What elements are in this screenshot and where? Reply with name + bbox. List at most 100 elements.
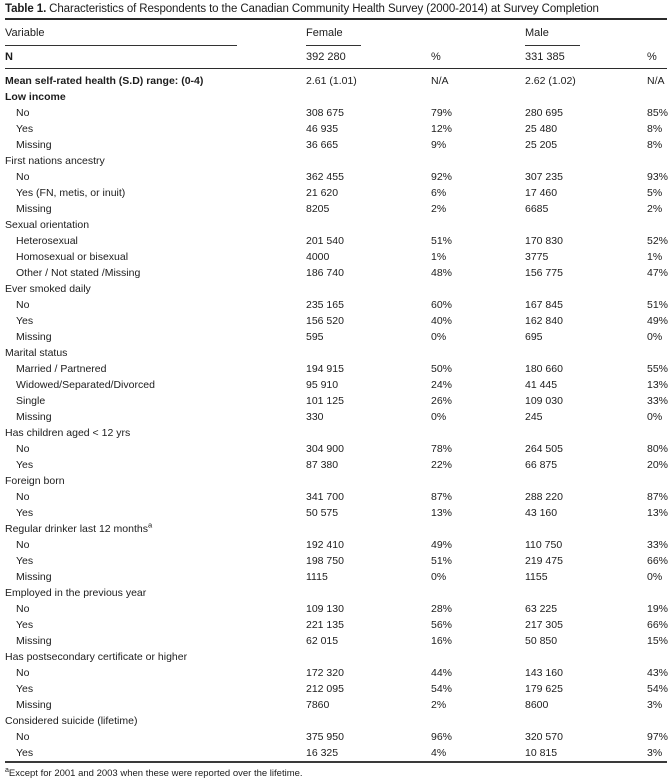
n-header-row: N 392 280 % 331 385 %	[5, 46, 667, 69]
table-number-label: Table 1.	[5, 3, 47, 15]
row-label-cell: Missing	[5, 201, 306, 217]
row-label: No	[16, 667, 30, 679]
female-n-value: 341 700	[306, 491, 344, 503]
female-n-value: 101 125	[306, 395, 344, 407]
male-percent-value: 87%	[647, 491, 669, 503]
row-label: Missing	[16, 411, 52, 423]
male-n-value	[525, 585, 647, 601]
female-percent-value: 51%	[431, 235, 453, 247]
table-row: Foreign born	[5, 473, 667, 489]
male-percent-value: 13%	[647, 379, 669, 391]
row-label-cell: Foreign born	[5, 473, 306, 489]
table-row: No 304 900 78% 264 505 80%	[5, 441, 668, 457]
male-n-value: 170 830	[525, 235, 563, 247]
male-n-value	[525, 425, 647, 441]
male-n-value: 10 815	[525, 747, 558, 759]
female-percent-value: 4%	[431, 747, 447, 759]
male-n-value	[525, 649, 647, 665]
female-percent-value: 51%	[431, 555, 453, 567]
male-percent-value	[647, 153, 667, 169]
female-percent-value: 1%	[431, 251, 447, 263]
footnote-marker: a	[5, 766, 9, 774]
table-row: Missing 330 0% 245 0%	[5, 409, 667, 425]
female-percent-value: 24%	[431, 379, 453, 391]
row-label: Missing	[16, 571, 52, 583]
row-label: Ever smoked daily	[5, 283, 91, 295]
male-n-value: 143 160	[525, 667, 563, 679]
female-percent-value: 79%	[431, 107, 453, 119]
table-row: Single 101 125 26% 109 030 33%	[5, 393, 668, 409]
row-label: Has postsecondary certificate or higher	[5, 651, 188, 663]
row-label-cell: Missing	[5, 409, 306, 425]
male-percent-value	[647, 89, 667, 105]
female-percent-value	[431, 521, 525, 537]
male-n-value	[525, 473, 647, 489]
male-header-cell: Male	[525, 19, 647, 46]
female-n-value: 8205	[306, 203, 330, 215]
female-n-value: 198 750	[306, 555, 344, 567]
female-n-value: 201 540	[306, 235, 344, 247]
female-percent-value: 78%	[431, 443, 453, 455]
male-percent-value: 3%	[647, 699, 663, 711]
male-n-value: 288 220	[525, 491, 563, 503]
female-percent-value: 50%	[431, 363, 453, 375]
row-label: Yes	[16, 459, 34, 471]
male-percent-value: 47%	[647, 267, 669, 279]
male-n-value: 217 305	[525, 619, 563, 631]
female-n-value: 221 135	[306, 619, 344, 631]
row-label-cell: Missing	[5, 137, 306, 153]
male-percent-value: 66%	[647, 619, 669, 631]
female-percent-value: 49%	[431, 539, 453, 551]
female-n-value: 172 320	[306, 667, 344, 679]
row-label: Heterosexual	[16, 235, 78, 247]
male-percent-value	[647, 649, 667, 665]
female-percent-value: 0%	[431, 571, 447, 583]
table-row: Yes 46 935 12% 25 480 8%	[5, 121, 667, 137]
footnote-text: Except for 2001 and 2003 when these were…	[8, 768, 303, 779]
row-footnote-marker: a	[148, 520, 153, 530]
female-percent-value: 44%	[431, 667, 453, 679]
row-label: Yes	[16, 315, 34, 327]
female-n-value	[306, 153, 431, 169]
female-percent-value: 60%	[431, 299, 453, 311]
female-header: Female	[306, 27, 343, 39]
female-n-value: 362 455	[306, 171, 344, 183]
row-label-cell: Homosexual or bisexual	[5, 249, 306, 265]
table-row: Yes 221 135 56% 217 305 66%	[5, 617, 669, 633]
row-label: Yes	[16, 555, 34, 567]
table-row: Yes (FN, metis, or inuit) 21 620 6% 17 4…	[5, 185, 667, 201]
female-n-value: 36 665	[306, 139, 339, 151]
female-n-value	[306, 473, 431, 489]
female-n-value: 156 520	[306, 315, 344, 327]
female-n-value	[306, 217, 431, 233]
row-label-cell: No	[5, 601, 306, 617]
row-label: Single	[16, 395, 46, 407]
row-label-cell: No	[5, 169, 306, 185]
female-n-value: 7860	[306, 699, 330, 711]
male-n-total: 331 385	[525, 46, 647, 69]
male-percent-value: 93%	[647, 171, 669, 183]
female-percent-value: 92%	[431, 171, 453, 183]
table-row: Other / Not stated /Missing 186 740 48% …	[5, 265, 669, 281]
table-row: Yes 16 325 4% 10 815 3%	[5, 745, 667, 762]
male-percent-value: 8%	[647, 123, 663, 135]
row-label-cell: Yes	[5, 553, 306, 569]
female-n-value: 2.61 (1.01)	[306, 75, 357, 87]
table-row: Employed in the previous year	[5, 585, 667, 601]
row-label: Missing	[16, 139, 52, 151]
male-percent-value: 66%	[647, 555, 669, 567]
male-n-value: 43 160	[525, 507, 558, 519]
row-label: Has children aged < 12 yrs	[5, 427, 131, 439]
female-percent-symbol: %	[431, 46, 525, 69]
female-header-cell: Female	[306, 19, 431, 46]
female-n-value	[306, 281, 431, 297]
male-n-value: 280 695	[525, 107, 563, 119]
male-n-value: 320 570	[525, 731, 563, 743]
table-row: Missing 62 015 16% 50 850 15%	[5, 633, 668, 649]
male-percent-value: 85%	[647, 107, 669, 119]
row-label-cell: Heterosexual	[5, 233, 306, 249]
male-percent-value: N/A	[647, 75, 665, 87]
male-percent-value: 49%	[647, 315, 669, 327]
male-header: Male	[525, 27, 549, 39]
row-label-cell: Single	[5, 393, 306, 409]
